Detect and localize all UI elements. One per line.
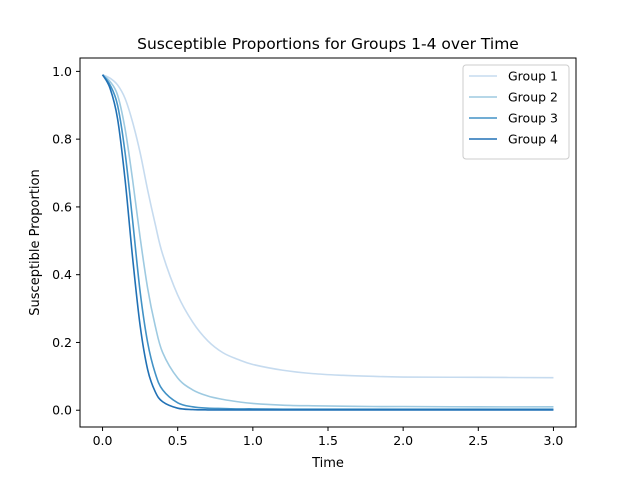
x-tick-label: 2.5 xyxy=(468,433,488,448)
x-axis-ticks: 0.0 0.5 1.0 1.5 2.0 2.5 3.0 xyxy=(93,427,564,448)
series-line-group-1 xyxy=(102,74,554,379)
legend-label-group-4: Group 4 xyxy=(508,132,558,147)
series-line-group-2 xyxy=(102,74,554,408)
legend-label-group-2: Group 2 xyxy=(508,90,558,105)
y-tick-label: 0.8 xyxy=(52,132,72,147)
x-tick-label: 3.0 xyxy=(544,433,564,448)
legend-label-group-3: Group 3 xyxy=(508,111,558,126)
y-tick-label: 1.0 xyxy=(52,64,72,79)
y-tick-label: 0.6 xyxy=(52,199,72,214)
legend-box xyxy=(462,64,570,160)
x-axis-label: Time xyxy=(311,456,344,471)
y-tick-label: 0.2 xyxy=(52,335,72,350)
series-line-group-4 xyxy=(101,74,554,411)
legend-label-group-1: Group 1 xyxy=(508,69,558,84)
y-tick-label: 0.4 xyxy=(52,267,72,282)
y-tick-label: 0.0 xyxy=(52,403,72,418)
y-axis-label: Susceptible Proportion xyxy=(28,169,43,315)
legend: Group 1 Group 2 Group 3 Group 4 xyxy=(462,64,570,160)
x-tick-label: 1.5 xyxy=(318,433,338,448)
x-tick-label: 0.5 xyxy=(168,433,188,448)
x-tick-label: 2.0 xyxy=(393,433,413,448)
x-tick-label: 1.0 xyxy=(243,433,263,448)
chart-title: Susceptible Proportions for Groups 1-4 o… xyxy=(137,35,519,53)
y-axis-ticks: 0.0 0.2 0.4 0.6 0.8 1.0 xyxy=(52,64,80,418)
plot-area xyxy=(101,74,554,411)
x-tick-label: 0.0 xyxy=(93,433,113,448)
